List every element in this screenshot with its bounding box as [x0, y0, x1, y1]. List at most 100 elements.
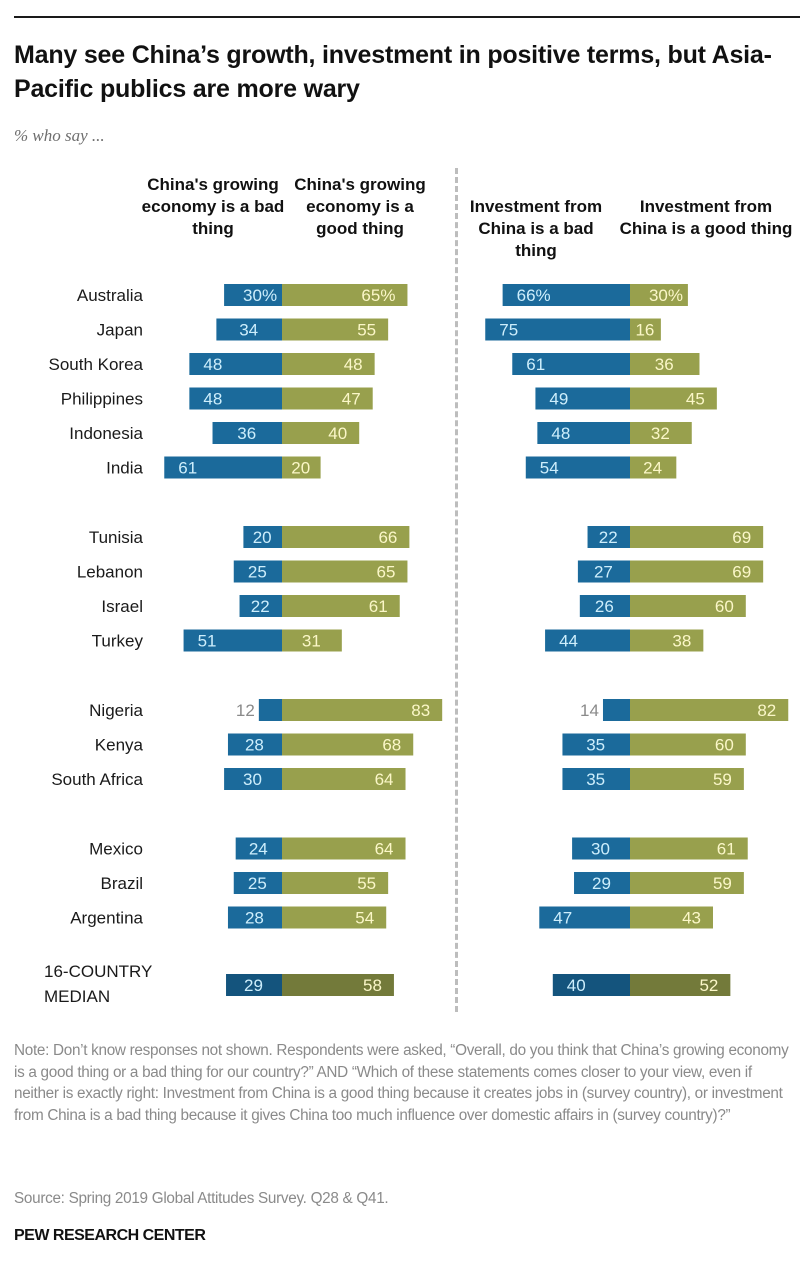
country-label: Turkey [92, 632, 144, 651]
economy-bad-bar [164, 456, 282, 479]
economy-bad-value: 12 [236, 701, 255, 720]
economy-good-bar [282, 560, 408, 583]
investment-bad-bar [577, 560, 630, 583]
investment-good-value: 38 [672, 632, 691, 651]
investment-good-bar [630, 526, 764, 548]
economy-good-value: 54 [355, 909, 374, 928]
economy-good-bar [282, 387, 373, 410]
economy-bad-bar [226, 974, 282, 996]
investment-bad-value: 22 [599, 528, 618, 547]
investment-good-bar [630, 906, 713, 929]
investment-good-bar [630, 872, 744, 894]
investment-good-bar [630, 560, 764, 583]
investment-bad-value: 44 [559, 632, 578, 651]
investment-bad-value: 35 [586, 770, 605, 789]
economy-bad-value: 25 [248, 874, 267, 893]
investment-bad-value: 47 [553, 909, 572, 928]
investment-bad-bar [587, 526, 630, 548]
investment-good-bar [630, 733, 746, 756]
economy-bad-bar [227, 906, 282, 929]
investment-bad-value: 66% [517, 286, 551, 305]
economy-bad-value: 24 [249, 840, 268, 859]
investment-bad-value: 27 [594, 563, 613, 582]
column-header-economy-bad: China's growing economy is a bad thing [141, 175, 285, 238]
investment-good-bar [630, 456, 677, 479]
investment-good-value: 69 [732, 563, 751, 582]
country-label: Argentina [70, 909, 143, 928]
economy-bad-value: 20 [253, 528, 272, 547]
economy-bad-bar [189, 387, 282, 410]
investment-bad-value: 30 [591, 840, 610, 859]
economy-good-value: 64 [375, 770, 394, 789]
country-label: Lebanon [77, 563, 143, 582]
economy-good-bar [282, 629, 342, 652]
economy-bad-value: 30 [243, 770, 262, 789]
investment-good-bar [630, 318, 661, 341]
economy-bad-bar [233, 872, 282, 894]
investment-good-value: 60 [715, 736, 734, 755]
investment-bad-value: 75 [499, 321, 518, 340]
economy-good-value: 66 [378, 528, 397, 547]
investment-bad-bar [537, 422, 630, 444]
economy-bad-value: 51 [198, 632, 217, 651]
economy-bad-value: 29 [244, 976, 263, 995]
investment-good-value: 69 [732, 528, 751, 547]
economy-good-value: 65 [377, 563, 396, 582]
country-label: Philippines [61, 390, 143, 409]
economy-bad-bar [224, 284, 282, 306]
investment-bad-value: 48 [551, 424, 570, 443]
investment-good-value: 52 [699, 976, 718, 995]
investment-bad-value: 35 [586, 736, 605, 755]
investment-good-value: 16 [635, 321, 654, 340]
economy-good-value: 40 [328, 424, 347, 443]
investment-bad-bar [512, 353, 630, 375]
investment-good-bar [630, 284, 688, 306]
investment-good-value: 45 [686, 390, 705, 409]
economy-bad-value: 36 [237, 424, 256, 443]
economy-good-bar [282, 526, 410, 548]
panel-divider [455, 168, 458, 1012]
source-note: Source: Spring 2019 Global Attitudes Sur… [14, 1190, 389, 1207]
economy-good-value: 31 [302, 632, 321, 651]
economy-bad-bar [243, 526, 282, 548]
economy-bad-bar [239, 595, 282, 617]
economy-good-bar [282, 353, 375, 375]
column-header-economy-good: China's growing economy is a good thing [294, 175, 426, 238]
investment-good-value: 61 [717, 840, 736, 859]
median-label: MEDIAN [44, 987, 110, 1006]
economy-bad-bar [212, 422, 282, 444]
economy-good-value: 65% [361, 286, 395, 305]
economy-bad-bar [216, 318, 282, 341]
investment-bad-bar [574, 872, 630, 894]
country-label: Japan [97, 321, 143, 340]
economy-good-bar [282, 422, 360, 444]
investment-good-bar [630, 974, 731, 996]
investment-good-bar [630, 629, 704, 652]
investment-good-value: 24 [643, 459, 662, 478]
economy-good-bar [282, 318, 389, 341]
investment-bad-bar [535, 387, 630, 410]
economy-good-value: 61 [369, 597, 388, 616]
country-label: Australia [77, 286, 144, 305]
investment-good-bar [630, 595, 746, 617]
diverging-bar-chart: Australia 30% 65% 66% 30% Japan 34 55 75 16 South … [44, 284, 789, 1006]
economy-bad-bar [183, 629, 282, 652]
top-rule [14, 16, 800, 18]
investment-good-bar [630, 768, 744, 790]
investment-bad-value: 40 [567, 976, 586, 995]
investment-good-bar [630, 699, 789, 721]
country-label: Nigeria [89, 701, 143, 720]
investment-bad-value: 14 [580, 701, 599, 720]
economy-bad-value: 48 [203, 390, 222, 409]
chart-subtitle: % who say ... [14, 126, 105, 145]
investment-bad-bar [572, 837, 630, 860]
economy-bad-value: 30% [243, 286, 277, 305]
economy-good-value: 20 [291, 459, 310, 478]
economy-bad-value: 28 [245, 736, 264, 755]
economy-good-bar [282, 872, 389, 894]
country-label: Israel [101, 597, 143, 616]
economy-good-value: 64 [375, 840, 394, 859]
economy-bad-bar [227, 733, 282, 756]
investment-bad-bar [502, 284, 630, 306]
economy-good-value: 68 [382, 736, 401, 755]
